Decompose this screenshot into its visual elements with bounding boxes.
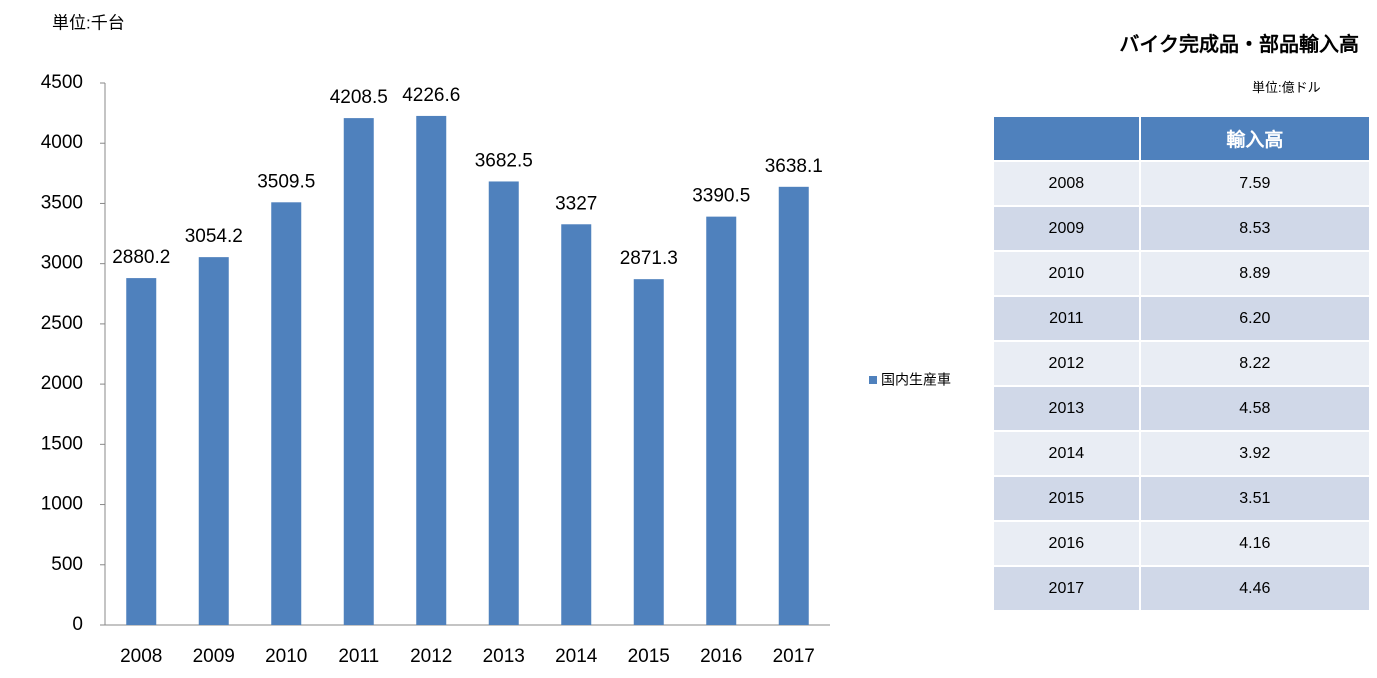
x-tick-label: 2009 — [193, 646, 235, 667]
year-cell: 2017 — [992, 565, 1141, 612]
table-row: 2010 8.89 — [992, 250, 1372, 297]
data-label: 3682.5 — [475, 150, 533, 171]
value-cell: 4.16 — [1138, 520, 1372, 567]
y-tick-label: 2500 — [41, 313, 83, 334]
bar — [271, 202, 302, 625]
data-label: 3509.5 — [257, 171, 315, 192]
y-tick-label: 1000 — [41, 494, 83, 515]
table-row: 2014 3.92 — [992, 430, 1372, 477]
table-row: 2008 7.59 — [992, 160, 1372, 207]
y-tick-label: 1500 — [41, 433, 83, 454]
bar — [706, 216, 737, 625]
header-blank — [992, 115, 1141, 162]
year-cell: 2009 — [992, 205, 1141, 252]
data-label: 3390.5 — [692, 186, 750, 207]
table-unit: 単位:億ドル — [1252, 80, 1321, 95]
table-row: 2015 3.51 — [992, 475, 1372, 522]
bar — [778, 186, 809, 625]
data-label: 3327 — [555, 193, 597, 214]
value-cell: 8.89 — [1138, 250, 1372, 297]
data-label: 2880.2 — [112, 247, 170, 268]
data-label: 3638.1 — [765, 156, 823, 177]
table-row: 2017 4.46 — [992, 565, 1372, 612]
data-label: 2871.3 — [620, 248, 678, 269]
x-tick-label: 2008 — [120, 646, 162, 667]
y-tick-label: 3000 — [41, 253, 83, 274]
year-cell: 2016 — [992, 520, 1141, 567]
year-cell: 2014 — [992, 430, 1141, 477]
year-cell: 2012 — [992, 340, 1141, 387]
value-cell: 8.53 — [1138, 205, 1372, 252]
x-tick-label: 2013 — [483, 646, 525, 667]
table-row: 2012 8.22 — [992, 340, 1372, 387]
value-cell: 4.58 — [1138, 385, 1372, 432]
data-label: 4208.5 — [330, 87, 388, 108]
x-tick-label: 2015 — [628, 646, 670, 667]
x-tick-label: 2010 — [265, 646, 307, 667]
table: 輸入高 2008 7.59 2009 8.53 2010 8.89 2011 6.20 2012 8… — [992, 115, 1372, 612]
year-cell: 2013 — [992, 385, 1141, 432]
header-cell: 輸入高 — [1138, 115, 1372, 162]
value-cell: 8.22 — [1138, 340, 1372, 387]
value-cell: 3.51 — [1138, 475, 1372, 522]
legend-swatch — [869, 376, 877, 384]
value-cell: 6.20 — [1138, 295, 1372, 342]
table-row: 2011 6.20 — [992, 295, 1372, 342]
unit-label: 単位:千台 — [52, 13, 125, 32]
value-cell: 4.46 — [1138, 565, 1372, 612]
table-row: 2016 4.16 — [992, 520, 1372, 567]
bar — [126, 278, 157, 625]
value-cell: 7.59 — [1138, 160, 1372, 207]
year-cell: 2010 — [992, 250, 1141, 297]
bar — [198, 257, 229, 625]
y-tick-label: 500 — [51, 554, 83, 575]
value-cell: 3.92 — [1138, 430, 1372, 477]
legend-label: 国内生産車 — [881, 372, 951, 388]
y-tick-label: 4000 — [41, 132, 83, 153]
table-row: 2009 8.53 — [992, 205, 1372, 252]
bar — [416, 115, 447, 626]
x-tick-label: 2011 — [338, 646, 379, 667]
bar — [488, 181, 519, 626]
x-tick-label: 2017 — [773, 646, 815, 667]
y-tick-label: 4500 — [41, 72, 83, 93]
y-tick-label: 3500 — [41, 192, 83, 213]
year-cell: 2015 — [992, 475, 1141, 522]
data-label: 4226.6 — [402, 85, 460, 106]
data-label: 3054.2 — [185, 226, 243, 247]
x-tick-label: 2016 — [700, 646, 742, 667]
year-cell: 2008 — [992, 160, 1141, 207]
x-tick-label: 2014 — [555, 646, 598, 667]
bar — [633, 279, 664, 625]
table-title: バイク完成品・部品輸入高 — [1119, 34, 1359, 56]
bar — [343, 118, 374, 625]
year-cell: 2011 — [992, 295, 1141, 342]
x-tick-label: 2012 — [410, 646, 452, 667]
y-tick-label: 0 — [72, 614, 83, 635]
table-row: 2013 4.58 — [992, 385, 1372, 432]
bar — [561, 224, 592, 626]
y-tick-label: 2000 — [41, 373, 83, 394]
